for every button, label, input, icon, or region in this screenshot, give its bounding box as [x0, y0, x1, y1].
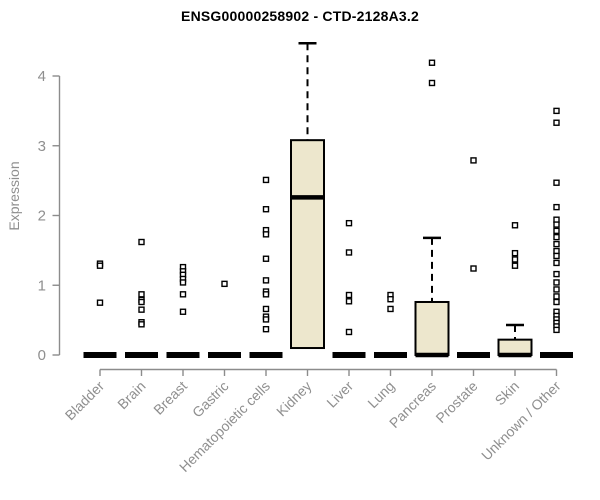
box [290, 139, 325, 350]
outlier-point [221, 280, 228, 288]
outlier-point [511, 256, 519, 263]
outlier-point [553, 221, 560, 228]
outlier-point [553, 203, 560, 211]
collapsed-box-bar [208, 352, 241, 358]
outlier-point [553, 107, 560, 115]
collapsed-box-bar [457, 352, 490, 358]
outlier-point [387, 296, 394, 303]
outlier-point [138, 291, 145, 298]
outlier-point [345, 298, 353, 305]
collapsed-box-bar [83, 352, 117, 358]
outlier-point [553, 293, 560, 300]
outlier-point [553, 279, 560, 286]
outlier-point [262, 325, 270, 333]
collapsed-box-bar [249, 352, 283, 358]
outlier-point [553, 119, 560, 126]
x-tick-label: Bladder [62, 378, 108, 424]
outlier-point [511, 222, 519, 229]
outlier-point [262, 316, 270, 323]
x-tick-label: Kidney [273, 378, 315, 420]
outlier-point [345, 219, 353, 227]
outlier-point [138, 238, 145, 246]
outlier-point [262, 255, 270, 262]
outlier-point [345, 328, 353, 336]
x-tick-label: Skin [492, 378, 523, 409]
outlier-point [428, 79, 436, 87]
outlier-point [553, 252, 560, 260]
outlier-point [428, 59, 436, 66]
y-tick-label: 2 [38, 208, 46, 225]
outlier-point [553, 240, 560, 248]
outlier-point [553, 326, 560, 334]
outlier-point [262, 231, 270, 238]
outlier-point [553, 259, 560, 267]
outlier-point [262, 305, 270, 313]
outlier-point [470, 157, 477, 164]
outlier-point [138, 298, 145, 306]
outlier-point [138, 306, 145, 313]
outlier-point [345, 291, 353, 299]
outlier-point [553, 227, 560, 235]
collapsed-box-bar [540, 352, 573, 358]
outlier-point [179, 279, 187, 286]
outlier-point [262, 176, 270, 184]
outlier-point [96, 299, 104, 306]
box [414, 300, 450, 356]
outlier-point [179, 291, 187, 298]
box [497, 338, 533, 356]
outlier-point [262, 206, 270, 213]
outlier-point [511, 262, 519, 269]
outlier-point [262, 277, 270, 284]
x-tick-label: Liver [323, 378, 356, 411]
y-tick-label: 1 [38, 277, 46, 294]
collapsed-box-bar [125, 352, 158, 358]
outlier-point [387, 305, 394, 313]
x-tick-label: Brain [114, 378, 148, 412]
y-axis-label: Expression [6, 161, 22, 231]
outlier-point [470, 265, 477, 272]
outlier-point [138, 321, 145, 328]
outlier-point [553, 233, 560, 241]
x-tick-label: Lung [364, 378, 397, 411]
x-tick-label: Unknown / Other [478, 378, 564, 464]
x-tick-label: Prostate [432, 378, 480, 426]
outlier-point [553, 298, 560, 306]
collapsed-box-bar [166, 352, 200, 358]
y-tick-label: 0 [38, 347, 46, 364]
outlier-point [179, 308, 187, 315]
chart-title: ENSG00000258902 - CTD-2128A3.2 [181, 8, 419, 24]
y-tick-label: 4 [38, 68, 46, 85]
outlier-point [96, 262, 104, 269]
outlier-point [553, 270, 560, 278]
collapsed-box-bar [332, 352, 366, 358]
outlier-point [345, 249, 353, 256]
x-tick-label: Breast [150, 378, 190, 418]
outlier-point [553, 286, 560, 293]
outlier-point [511, 249, 519, 257]
collapsed-box-bar [374, 352, 407, 358]
outlier-point [262, 291, 270, 298]
y-tick-label: 3 [38, 138, 46, 155]
outlier-point [553, 179, 560, 186]
